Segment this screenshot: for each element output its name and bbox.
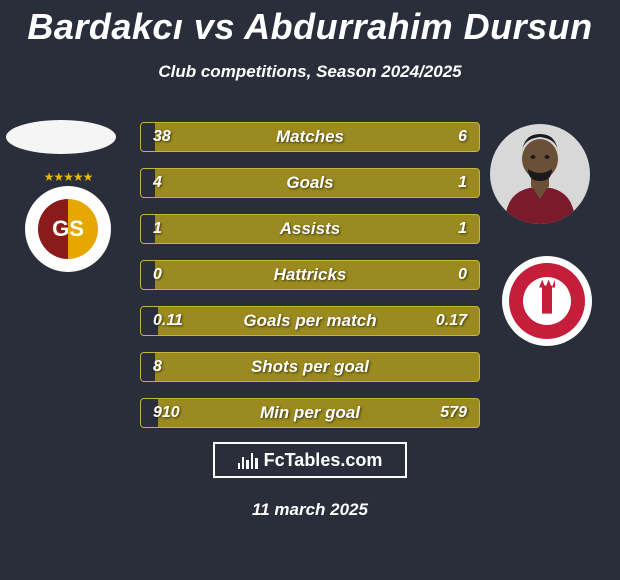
stat-row: 8Shots per goal xyxy=(140,352,480,382)
club-right-badge xyxy=(509,263,585,339)
brand-box[interactable]: FcTables.com xyxy=(213,442,407,478)
stats-table: 38Matches64Goals11Assists10Hattricks00.1… xyxy=(140,122,480,444)
stat-label: Shots per goal xyxy=(141,353,479,381)
club-left-badge-initials: GS xyxy=(38,199,98,259)
stat-label: Min per goal xyxy=(141,399,479,427)
stat-value-right: 579 xyxy=(440,399,467,427)
tower-icon xyxy=(542,286,552,314)
player-left-avatar xyxy=(6,120,116,154)
stat-row: 4Goals1 xyxy=(140,168,480,198)
stat-value-right: 6 xyxy=(458,123,467,151)
stat-value-right: 0 xyxy=(458,261,467,289)
stat-value-right: 0.17 xyxy=(436,307,467,335)
stat-row: 0Hattricks0 xyxy=(140,260,480,290)
stat-row: 1Assists1 xyxy=(140,214,480,244)
stat-label: Matches xyxy=(141,123,479,151)
club-left-badge: GS xyxy=(25,186,111,272)
page-subtitle: Club competitions, Season 2024/2025 xyxy=(0,62,620,82)
page-title: Bardakcı vs Abdurrahim Dursun xyxy=(0,0,620,48)
stat-row: 910Min per goal579 xyxy=(140,398,480,428)
stat-label: Goals per match xyxy=(141,307,479,335)
stat-value-right: 1 xyxy=(458,215,467,243)
club-right xyxy=(502,256,592,346)
player-right-avatar xyxy=(490,124,590,224)
club-left: ★★★★★ GS xyxy=(18,170,118,272)
club-left-stars: ★★★★★ xyxy=(18,170,118,184)
date-label: 11 march 2025 xyxy=(0,500,620,520)
comparison-card: Bardakcı vs Abdurrahim Dursun Club compe… xyxy=(0,0,620,580)
stat-label: Goals xyxy=(141,169,479,197)
brand-text: FcTables.com xyxy=(264,450,383,471)
stat-value-right: 1 xyxy=(458,169,467,197)
stat-row: 38Matches6 xyxy=(140,122,480,152)
chart-icon xyxy=(238,451,258,469)
person-icon xyxy=(495,129,585,224)
stat-label: Hattricks xyxy=(141,261,479,289)
stat-row: 0.11Goals per match0.17 xyxy=(140,306,480,336)
stat-label: Assists xyxy=(141,215,479,243)
